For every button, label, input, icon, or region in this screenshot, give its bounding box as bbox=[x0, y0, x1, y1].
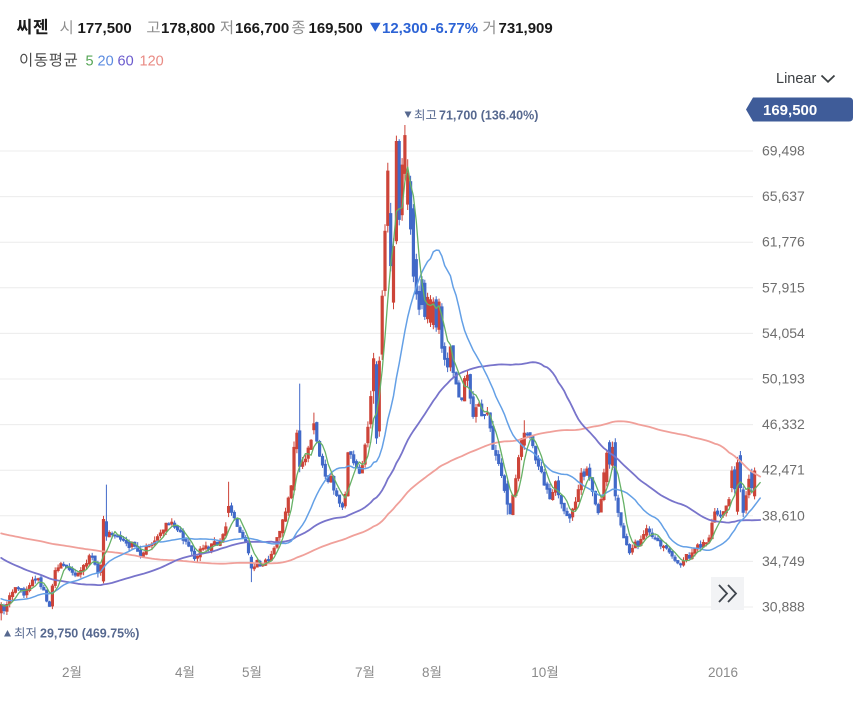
svg-text:46,332: 46,332 bbox=[762, 416, 805, 432]
svg-text:5: 5 bbox=[242, 665, 250, 680]
svg-text:120: 120 bbox=[140, 54, 164, 70]
svg-text:177,500: 177,500 bbox=[78, 20, 132, 37]
svg-text:-6.77%: -6.77% bbox=[431, 20, 479, 37]
svg-text:69,498: 69,498 bbox=[762, 143, 805, 159]
svg-text:61,776: 61,776 bbox=[762, 234, 805, 250]
svg-text:7: 7 bbox=[355, 665, 363, 680]
svg-text:169,500: 169,500 bbox=[309, 20, 363, 37]
svg-text:50,193: 50,193 bbox=[762, 371, 805, 387]
svg-text:29,750 (469.75%): 29,750 (469.75%) bbox=[40, 627, 139, 641]
svg-text:2: 2 bbox=[62, 665, 70, 680]
svg-text:12,300: 12,300 bbox=[382, 20, 428, 37]
svg-text:4: 4 bbox=[175, 665, 183, 680]
svg-text:42,471: 42,471 bbox=[762, 462, 805, 478]
svg-text:57,915: 57,915 bbox=[762, 279, 805, 295]
svg-text:166,700: 166,700 bbox=[235, 20, 289, 37]
svg-text:34,749: 34,749 bbox=[762, 553, 805, 569]
svg-text:Linear: Linear bbox=[776, 71, 816, 87]
svg-text:20: 20 bbox=[98, 54, 114, 70]
svg-text:65,637: 65,637 bbox=[762, 188, 805, 204]
svg-text:60: 60 bbox=[118, 54, 134, 70]
svg-text:8: 8 bbox=[422, 665, 430, 680]
svg-text:10: 10 bbox=[531, 665, 546, 680]
svg-text:54,054: 54,054 bbox=[762, 325, 805, 341]
svg-text:30,888: 30,888 bbox=[762, 599, 805, 615]
svg-text:5: 5 bbox=[86, 54, 94, 70]
svg-text:38,610: 38,610 bbox=[762, 507, 805, 523]
svg-text:169,500: 169,500 bbox=[763, 102, 817, 119]
svg-text:2016: 2016 bbox=[708, 665, 738, 680]
svg-text:71,700 (136.40%): 71,700 (136.40%) bbox=[439, 109, 538, 123]
svg-text:731,909: 731,909 bbox=[499, 20, 553, 37]
svg-text:178,800: 178,800 bbox=[161, 20, 215, 37]
